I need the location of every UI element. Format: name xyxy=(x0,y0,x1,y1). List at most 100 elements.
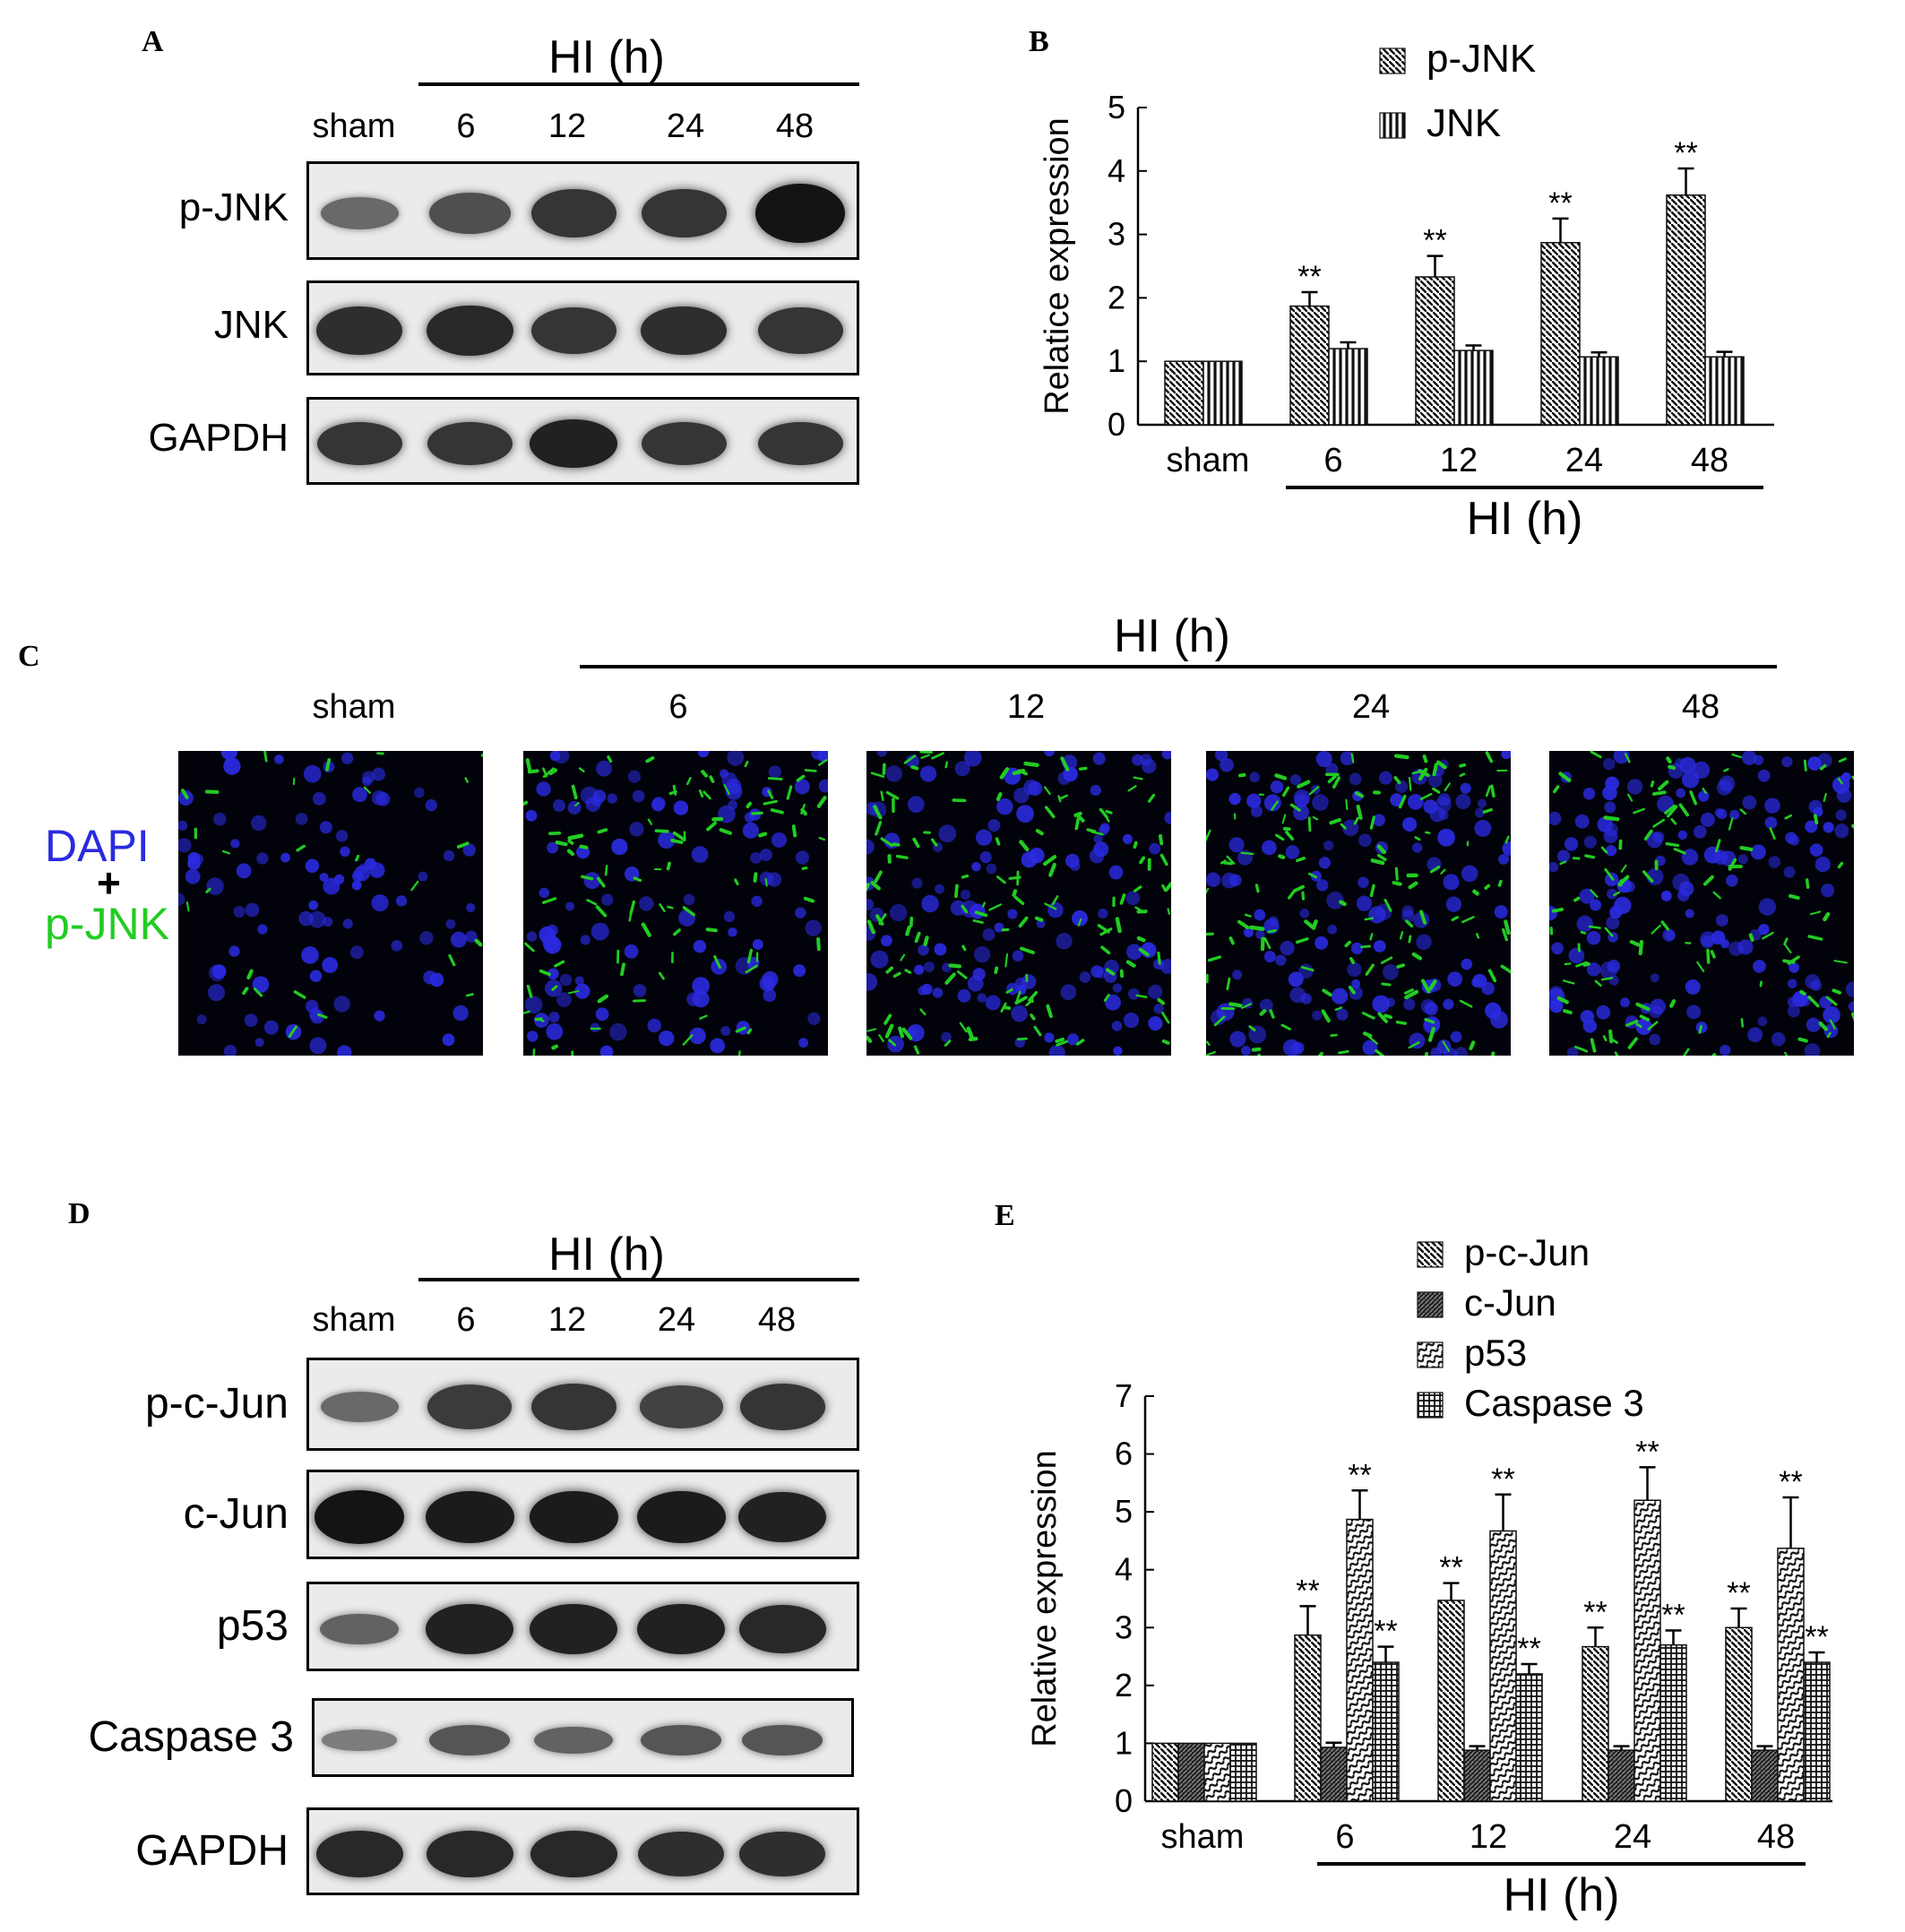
significance-mark: ** xyxy=(1439,1551,1462,1585)
panel-label-b: B xyxy=(1029,25,1049,58)
micro-lane-12: 12 xyxy=(1006,688,1046,726)
bar-Caspase 3-24 xyxy=(1659,1643,1687,1802)
significance-mark: ** xyxy=(1805,1620,1828,1654)
bar-Caspase 3-12 xyxy=(1515,1673,1543,1802)
a-band-1-1 xyxy=(426,305,513,357)
bar-p-c-Jun-12 xyxy=(1437,1600,1465,1802)
a-band-1-0 xyxy=(316,306,402,356)
d-band-3-0 xyxy=(322,1729,397,1751)
legend-swatch-p-JNK xyxy=(1379,47,1406,74)
bar-p53-sham xyxy=(1203,1742,1231,1802)
a-band-0-0 xyxy=(320,197,399,229)
y-tick-label: 4 xyxy=(1115,1551,1133,1588)
y-tick-label: 4 xyxy=(1108,152,1125,189)
micro-lane-6: 6 xyxy=(668,688,688,726)
legend-swatch-Caspase 3 xyxy=(1417,1392,1444,1419)
micro-image-6 xyxy=(523,751,828,1056)
bar-p-JNK-6 xyxy=(1289,305,1330,426)
hi-label-c: HI (h) xyxy=(1114,610,1230,662)
significance-mark: ** xyxy=(1661,1599,1685,1633)
d-band-1-2 xyxy=(529,1491,618,1543)
blot-a-lane-12: 12 xyxy=(547,108,587,145)
d-blot-0 xyxy=(306,1358,859,1451)
a-blot-0 xyxy=(306,161,859,260)
x-tick-label-24: 24 xyxy=(1565,442,1603,479)
x-axis-label: HI (h) xyxy=(1467,493,1583,545)
micro-lane-24: 24 xyxy=(1351,688,1391,726)
a-row-label-2: GAPDH xyxy=(148,416,289,460)
d-row-label-1: c-Jun xyxy=(183,1490,289,1538)
panel-label-a: A xyxy=(142,25,164,58)
x-tick-label-sham: sham xyxy=(1161,1818,1245,1856)
bar-p-JNK-sham xyxy=(1164,360,1204,426)
a-band-1-4 xyxy=(757,306,843,355)
x-tick-label-48: 48 xyxy=(1691,442,1728,479)
legend-label-p-JNK: p-JNK xyxy=(1427,37,1536,81)
d-blot-4 xyxy=(306,1807,859,1895)
d-band-2-4 xyxy=(738,1605,826,1653)
micro-image-12 xyxy=(866,751,1171,1056)
d-band-0-1 xyxy=(427,1384,512,1429)
significance-mark: ** xyxy=(1517,1632,1540,1666)
d-band-1-3 xyxy=(636,1491,726,1543)
bar-JNK-sham xyxy=(1202,360,1243,426)
d-band-4-4 xyxy=(739,1831,825,1877)
x-tick-label-24: 24 xyxy=(1614,1818,1651,1856)
d-blot-3 xyxy=(312,1698,854,1777)
blot-a-lane-48: 48 xyxy=(775,108,815,145)
d-band-4-0 xyxy=(315,1830,403,1878)
y-tick-label: 5 xyxy=(1115,1493,1133,1530)
a-band-1-3 xyxy=(641,306,727,356)
bar-p-c-Jun-48 xyxy=(1725,1626,1753,1802)
a-blot-1 xyxy=(306,280,859,375)
bar-p-c-Jun-6 xyxy=(1294,1634,1322,1802)
significance-mark: ** xyxy=(1296,1574,1319,1608)
blot-d-lane-12: 12 xyxy=(547,1301,587,1339)
d-band-2-0 xyxy=(320,1613,399,1645)
d-band-3-3 xyxy=(641,1724,721,1756)
bar-p-c-Jun-24 xyxy=(1582,1645,1609,1802)
y-tick-label: 2 xyxy=(1115,1667,1133,1703)
pjnk-stain-label: p-JNK xyxy=(45,899,169,949)
hi-underline-c xyxy=(580,665,1777,668)
significance-mark: ** xyxy=(1348,1458,1371,1492)
d-band-4-3 xyxy=(638,1831,724,1877)
micro-lane-48: 48 xyxy=(1681,688,1720,726)
bar-p53-48 xyxy=(1777,1548,1805,1802)
hi-underline-d xyxy=(418,1278,859,1281)
legend-swatch-p-c-Jun xyxy=(1417,1241,1444,1268)
d-band-4-1 xyxy=(426,1830,513,1878)
bar-p-JNK-12 xyxy=(1415,276,1455,426)
significance-mark: ** xyxy=(1727,1576,1750,1610)
a-band-2-1 xyxy=(427,421,513,466)
x-axis-label: HI (h) xyxy=(1504,1869,1620,1921)
x-tick-label-6: 6 xyxy=(1335,1818,1354,1856)
y-tick-label: 6 xyxy=(1115,1436,1133,1472)
d-band-3-1 xyxy=(429,1724,510,1756)
legend-swatch-c-Jun xyxy=(1417,1291,1444,1318)
y-tick-label: 3 xyxy=(1108,216,1125,253)
bar-c-Jun-6 xyxy=(1320,1747,1348,1802)
micro-image-sham xyxy=(178,751,483,1056)
a-band-2-0 xyxy=(316,421,402,466)
d-band-1-4 xyxy=(738,1492,826,1542)
bar-p53-12 xyxy=(1489,1530,1517,1802)
y-tick-label: 5 xyxy=(1108,89,1125,125)
blot-a-lane-24: 24 xyxy=(666,108,705,145)
bar-p53-24 xyxy=(1633,1499,1661,1802)
d-band-4-2 xyxy=(530,1830,617,1878)
micro-lane-sham: sham xyxy=(312,688,396,726)
significance-mark: ** xyxy=(1548,186,1572,220)
bar-c-Jun-12 xyxy=(1463,1749,1491,1802)
x-tick-label-12: 12 xyxy=(1440,442,1478,479)
legend-swatch-JNK xyxy=(1379,112,1406,139)
bar-JNK-6 xyxy=(1328,348,1368,426)
blot-d-lane-24: 24 xyxy=(657,1301,696,1339)
significance-mark: ** xyxy=(1674,136,1697,170)
micro-image-48 xyxy=(1549,751,1854,1056)
hi-label-d: HI (h) xyxy=(548,1229,665,1281)
x-tick-label-48: 48 xyxy=(1757,1818,1795,1856)
bar-Caspase 3-6 xyxy=(1372,1661,1400,1802)
